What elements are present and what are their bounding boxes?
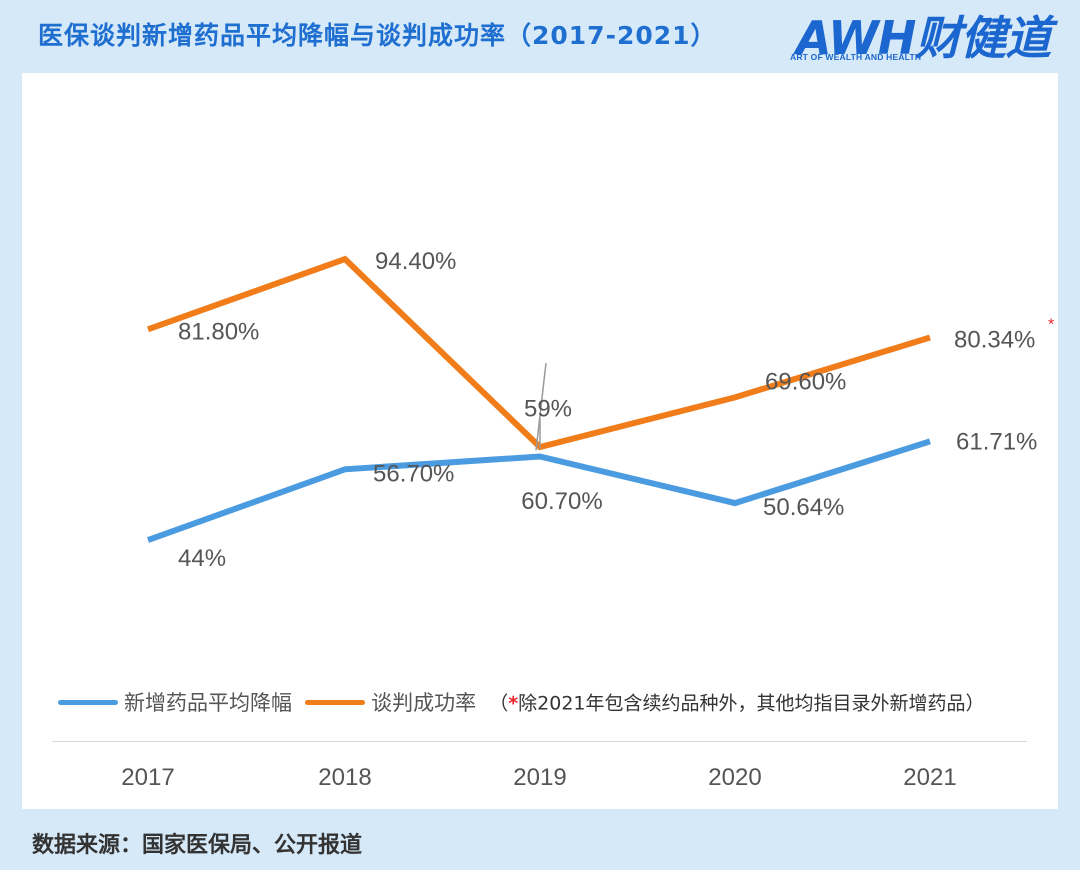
logo-text: AWH财健道 xyxy=(796,11,1051,65)
annotation-asterisk: * xyxy=(1048,317,1054,334)
legend-item-series-1: 新增药品平均降幅 xyxy=(58,687,292,717)
brand-logo: AWH财健道 ART OF WEALTH AND HEALTH xyxy=(790,2,1060,68)
legend: 新增药品平均降幅 谈判成功率 （*除2021年包含续约品种外，其他均指目录外新增… xyxy=(58,687,985,719)
data-label: 50.64% xyxy=(763,494,844,521)
data-label: 69.60% xyxy=(765,368,846,395)
data-label: 81.80% xyxy=(178,318,259,345)
legend-swatch-orange xyxy=(305,699,366,705)
legend-item-series-2: 谈判成功率 xyxy=(305,687,476,717)
data-label: 94.40% xyxy=(375,248,456,275)
chart-panel: 44% 56.70% 59% 50.64% 61.71% 81.80% 94.40% 60.7… xyxy=(22,73,1058,809)
x-tick-label: 2017 xyxy=(121,764,174,791)
line-chart: 44% 56.70% 59% 50.64% 61.71% 81.80% 94.40% 60.7… xyxy=(121,248,1054,791)
axis-divider xyxy=(52,741,1027,742)
series-line-1 xyxy=(146,438,931,543)
chart-title: 医保谈判新增药品平均降幅与谈判成功率（2017-2021） xyxy=(38,21,717,50)
data-label: 60.70% xyxy=(521,488,602,515)
asterisk-mark: * xyxy=(508,692,519,715)
data-label: 61.71% xyxy=(956,428,1037,455)
legend-label: 新增药品平均降幅 xyxy=(124,691,292,715)
x-tick-label: 2019 xyxy=(513,764,566,791)
source-note: 数据来源：国家医保局、公开报道 xyxy=(32,833,363,858)
data-label: 44% xyxy=(178,545,226,572)
data-label: 56.70% xyxy=(373,460,454,487)
data-label: 59% xyxy=(524,396,572,423)
x-tick-label: 2018 xyxy=(318,764,371,791)
legend-swatch-blue xyxy=(58,699,118,705)
x-tick-label: 2021 xyxy=(903,764,956,791)
leader-line xyxy=(535,362,547,451)
legend-label: 谈判成功率 xyxy=(371,691,477,715)
x-tick-label: 2020 xyxy=(708,764,761,791)
logo-tagline: ART OF WEALTH AND HEALTH xyxy=(790,52,922,62)
data-label: 80.34% xyxy=(954,327,1035,354)
legend-note: （*除2021年包含续约品种外，其他均指目录外新增药品） xyxy=(489,692,985,715)
